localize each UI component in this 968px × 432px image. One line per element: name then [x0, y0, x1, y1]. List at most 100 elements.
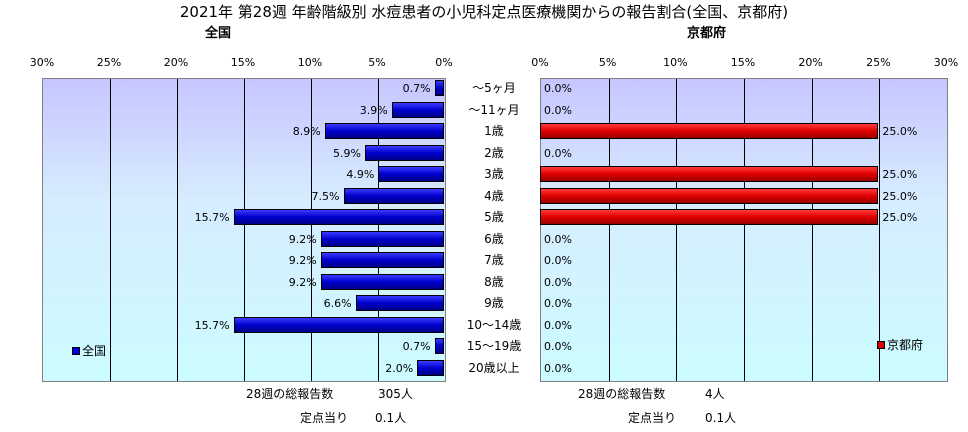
national-x-tick-label: 0%	[435, 56, 453, 69]
kyoto-per-value: 0.1人	[705, 411, 737, 425]
category-label: 9歳	[484, 296, 504, 310]
national-bar	[378, 166, 444, 182]
category-label: 7歳	[484, 253, 504, 267]
kyoto-x-tick-label: 0%	[531, 56, 549, 69]
category-label: 20歳以上	[468, 360, 520, 375]
kyoto-gridline	[811, 79, 813, 381]
category-label: ～11ヶ月	[468, 102, 520, 117]
kyoto-data-label: 0.0%	[544, 297, 572, 310]
national-x-tick-label: 20%	[163, 56, 189, 69]
kyoto-gridline	[744, 79, 745, 381]
kyoto-data-label: 0.0%	[544, 254, 572, 267]
national-x-tick-label: 30%	[29, 56, 55, 69]
kyoto-total-value: 4人	[705, 387, 725, 401]
kyoto-bar	[540, 187, 879, 204]
category-label: 3歳	[484, 167, 504, 181]
kyoto-data-label: 0.0%	[544, 103, 572, 117]
national-data-label: 4.9%	[346, 168, 375, 181]
national-x-tick-label: 5%	[368, 56, 386, 69]
kyoto-bar	[540, 209, 879, 225]
national-gridline	[378, 79, 379, 381]
kyoto-data-label: 0.0%	[544, 232, 572, 246]
national-bar	[324, 123, 444, 139]
national-data-label: 9.2%	[288, 232, 317, 246]
category-label: 2歳	[484, 145, 504, 160]
category-label: 6歳	[484, 231, 504, 246]
kyoto-gridline	[879, 79, 881, 381]
national-gridline	[177, 79, 178, 381]
national-total-label: 28週の総報告数	[246, 387, 334, 401]
national-x-tick-label: 10%	[297, 56, 323, 69]
chart-title: 2021年 第28週 年齢階級別 水痘患者の小児科定点医療機関からの報告割合(全…	[179, 3, 789, 21]
kyoto-x-tick-label: 30%	[933, 56, 959, 69]
kyoto-data-label: 0.0%	[544, 340, 572, 353]
national-bar	[364, 144, 444, 161]
kyoto-data-label: 0.0%	[544, 318, 572, 332]
national-data-label: 7.5%	[311, 189, 340, 203]
kyoto-x-tick-label: 5%	[598, 56, 617, 69]
kyoto-data-label: 25.0%	[882, 125, 918, 138]
kyoto-total-label: 28週の総報告数	[578, 387, 666, 401]
national-data-label: 2.0%	[385, 361, 414, 375]
national-gridline	[110, 79, 111, 381]
national-data-label: 8.9%	[292, 125, 321, 138]
category-label: 5歳	[484, 210, 504, 224]
kyoto-data-label: 25.0%	[882, 211, 918, 224]
national-bar	[320, 273, 444, 290]
kyoto-panel-title: 京都府	[687, 26, 727, 41]
national-gridline	[244, 79, 245, 381]
category-label: 15～19歳	[466, 339, 522, 353]
national-bar	[233, 316, 444, 333]
category-label: 10～14歳	[466, 317, 522, 332]
kyoto-data-label: 25.0%	[882, 189, 918, 203]
kyoto-bar	[540, 123, 879, 139]
national-bar	[417, 359, 444, 376]
national-data-label: 5.9%	[332, 146, 361, 160]
kyoto-data-label: 0.0%	[544, 146, 572, 160]
national-data-label: 9.2%	[288, 254, 317, 267]
kyoto-gridline	[608, 79, 610, 381]
kyoto-legend: 京都府	[877, 336, 923, 353]
national-legend: 全国	[72, 342, 106, 359]
kyoto-gridline	[676, 79, 678, 381]
kyoto-legend-swatch	[877, 340, 885, 349]
national-bar	[320, 252, 444, 268]
kyoto-bar	[540, 166, 879, 182]
national-data-label: 6.6%	[323, 297, 352, 310]
kyoto-legend-label: 京都府	[887, 338, 924, 352]
national-data-label: 9.2%	[288, 275, 317, 289]
category-label: 1歳	[484, 124, 504, 138]
kyoto-data-label: 0.0%	[544, 361, 572, 375]
national-bar	[343, 187, 444, 204]
national-bar	[320, 230, 444, 247]
national-data-label: 15.7%	[194, 318, 230, 332]
kyoto-x-tick-label: 25%	[866, 56, 891, 69]
national-total-value: 305人	[378, 387, 413, 401]
national-per-value: 0.1人	[375, 411, 407, 425]
national-bar	[434, 338, 444, 354]
category-label: ～5ヶ月	[472, 81, 516, 95]
national-bar	[355, 295, 444, 311]
national-x-tick-label: 15%	[230, 56, 256, 69]
national-legend-label: 全国	[82, 344, 107, 358]
national-data-label: 3.9%	[359, 103, 388, 117]
kyoto-per-label: 定点当り	[628, 411, 677, 425]
kyoto-data-label: 25.0%	[882, 168, 918, 181]
kyoto-x-tick-label: 10%	[663, 56, 688, 69]
national-panel-title: 全国	[205, 26, 232, 41]
kyoto-data-label: 0.0%	[544, 82, 572, 95]
national-legend-swatch	[72, 346, 80, 355]
kyoto-x-tick-label: 15%	[730, 56, 756, 69]
national-gridline	[311, 79, 312, 381]
category-label: 8歳	[484, 274, 504, 289]
kyoto-x-tick-label: 20%	[798, 56, 823, 69]
national-data-label: 15.7%	[194, 211, 230, 224]
national-bar	[434, 80, 444, 96]
national-x-tick-label: 25%	[96, 56, 122, 69]
national-bar	[391, 101, 444, 118]
national-data-label: 0.7%	[402, 340, 431, 353]
category-label: 4歳	[484, 188, 504, 203]
national-bar	[233, 209, 444, 225]
kyoto-data-label: 0.0%	[544, 275, 572, 289]
